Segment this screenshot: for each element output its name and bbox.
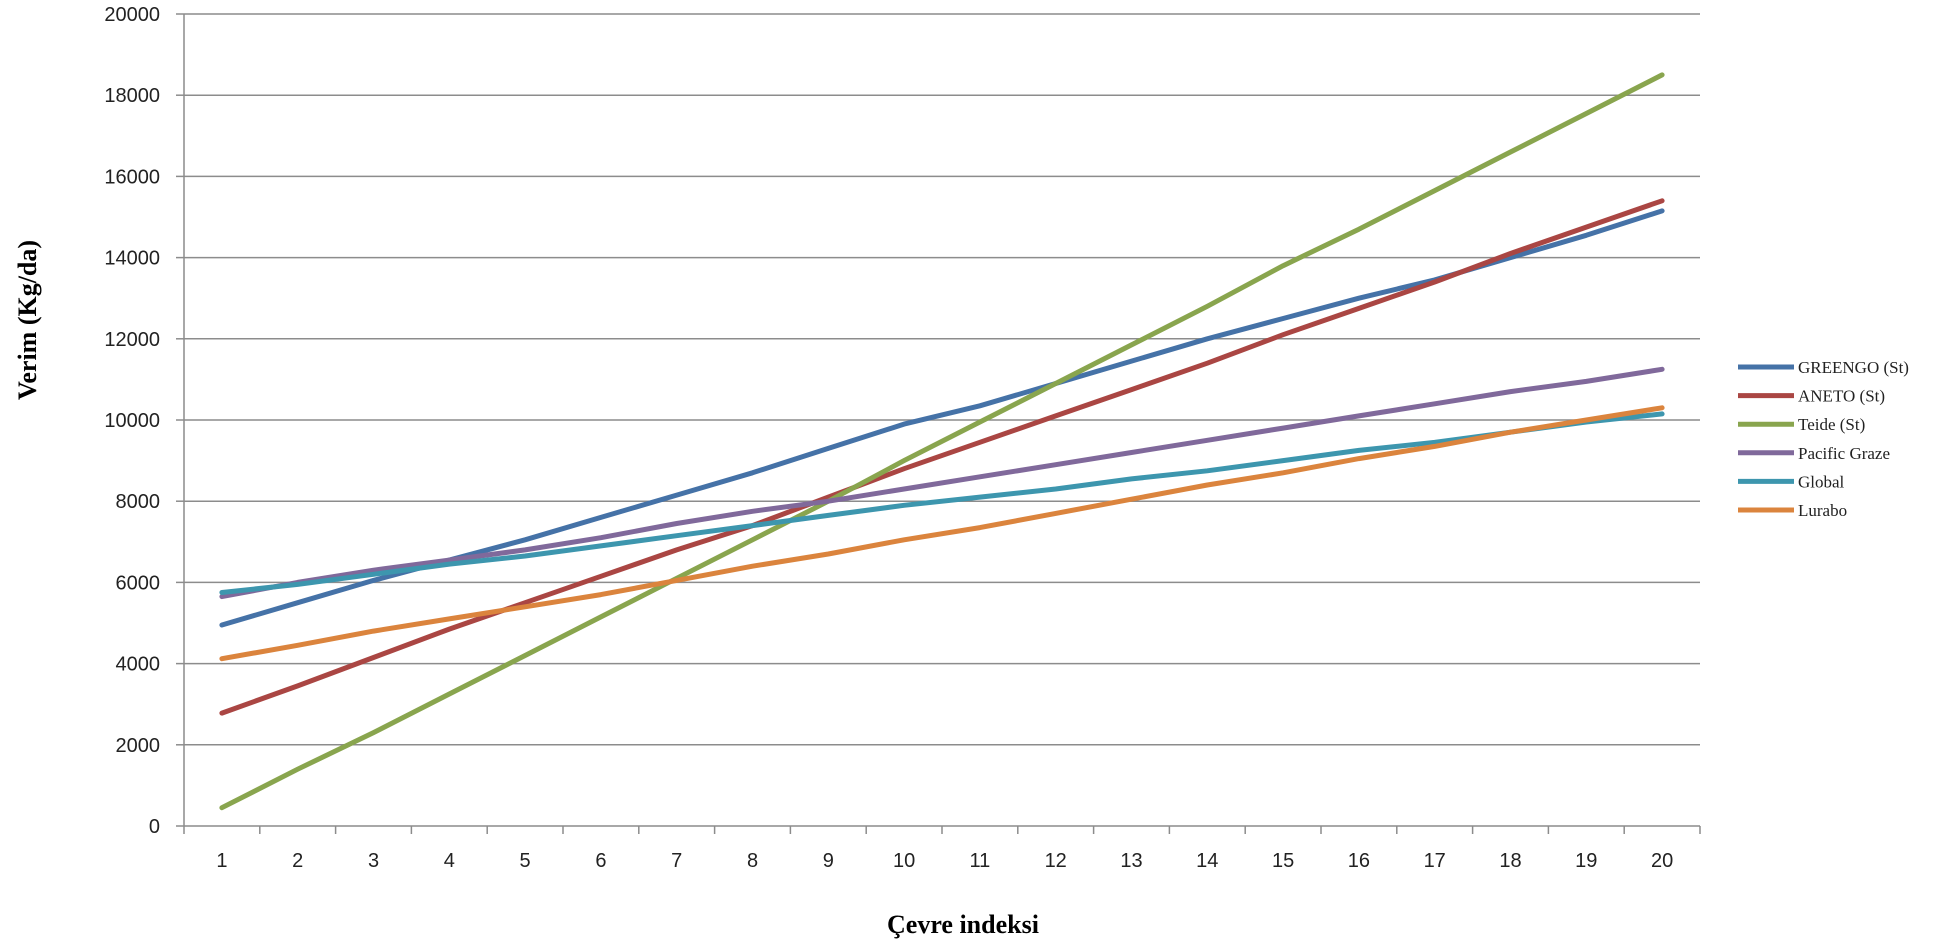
x-tick-label: 16 <box>1348 850 1370 872</box>
x-tick-label: 8 <box>747 850 758 872</box>
y-tick-label: 18000 <box>104 85 160 107</box>
legend-entry: Pacific Graze <box>1798 444 1890 463</box>
series-line-3 <box>219 72 1665 811</box>
x-tick-label: 7 <box>671 850 682 872</box>
x-tick-label: 3 <box>368 850 379 872</box>
y-tick-label: 4000 <box>116 654 161 676</box>
legend-entry: Lurabo <box>1798 501 1847 520</box>
x-tick-label: 5 <box>520 850 531 872</box>
x-tick-label: 1 <box>216 850 227 872</box>
legend-entry: Teide (St) <box>1798 415 1865 434</box>
x-tick-label: 10 <box>893 850 915 872</box>
axes <box>183 14 1700 827</box>
series-line-6 <box>219 405 1665 662</box>
y-tick-label: 10000 <box>104 410 160 432</box>
x-axis-ticks: 1 2 3 4 5 6 7 8 9 10 11 12 13 14 15 16 17 18 19 20 <box>183 826 1701 872</box>
x-tick-label: 15 <box>1272 850 1294 872</box>
y-axis-title: Verim (Kg/da) <box>13 240 42 400</box>
x-tick-label: 6 <box>595 850 606 872</box>
x-tick-label: 18 <box>1499 850 1521 872</box>
x-axis-title: Çevre indeksi <box>887 910 1039 939</box>
y-tick-label: 16000 <box>104 166 160 188</box>
x-tick-label: 17 <box>1424 850 1446 872</box>
legend-entry: ANETO (St) <box>1798 387 1885 406</box>
y-axis-ticks: 0 2000 4000 6000 8000 10000 12000 14000 16000 180… <box>104 4 184 838</box>
x-tick-label: 13 <box>1120 850 1142 872</box>
y-tick-label: 14000 <box>104 248 160 270</box>
x-tick-label: 11 <box>970 850 991 872</box>
y-tick-label: 6000 <box>116 572 161 594</box>
x-tick-label: 12 <box>1045 850 1067 872</box>
y-tick-label: 12000 <box>104 329 160 351</box>
x-tick-label: 2 <box>292 850 303 872</box>
series-line-4 <box>219 366 1665 600</box>
x-tick-label: 20 <box>1651 850 1673 872</box>
x-tick-label: 9 <box>823 850 834 872</box>
series-line-5 <box>219 411 1665 595</box>
series-line-2 <box>219 198 1665 716</box>
x-tick-label: 4 <box>444 850 455 872</box>
legend-entry: GREENGO (St) <box>1798 358 1909 377</box>
gridlines <box>184 13 1700 746</box>
legend: GREENGO (St) ANETO (St) Teide (St) Pacific … <box>1738 358 1909 520</box>
y-tick-label: 20000 <box>104 4 160 26</box>
y-tick-label: 0 <box>149 816 160 838</box>
y-tick-label: 8000 <box>116 491 161 513</box>
series-lines <box>219 72 1665 811</box>
x-tick-label: 19 <box>1575 850 1597 872</box>
y-tick-label: 2000 <box>116 735 161 757</box>
legend-entry: Global <box>1798 472 1845 491</box>
x-tick-label: 14 <box>1196 850 1218 872</box>
